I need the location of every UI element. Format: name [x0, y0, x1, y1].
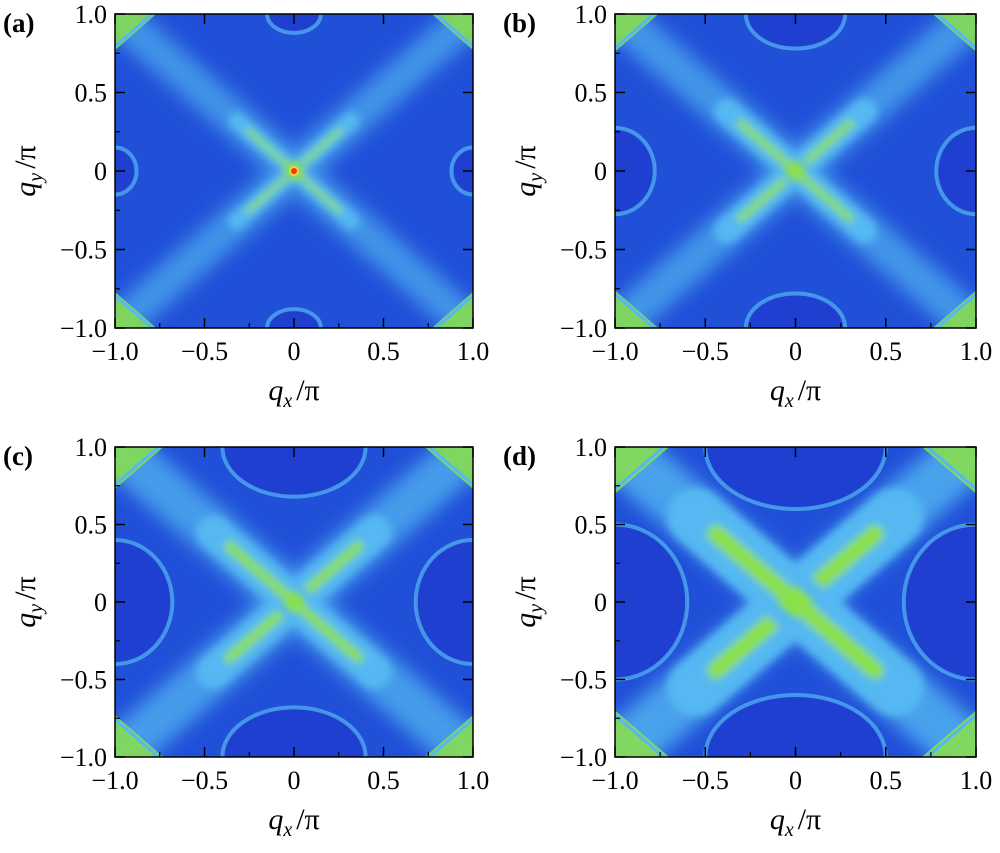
y-tick-label: −0.5 — [60, 236, 107, 265]
panel-label: (b) — [503, 8, 536, 38]
y-tick-label: 0 — [94, 157, 107, 186]
x-axis-title: qx/π — [770, 803, 821, 841]
y-tick-label: 0.5 — [575, 79, 608, 108]
y-tick-label: −0.5 — [560, 236, 607, 265]
heatmap-panel-d: −1.0 1.0 −0.5 0.5 0 0 0.5 −0.5 1.0 −1.0 qx/π qy/π (d… — [503, 433, 992, 841]
y-axis-title: qy/π — [509, 576, 547, 627]
y-tick-label: 0 — [594, 157, 607, 186]
corner-features — [115, 447, 473, 757]
x-tick-label: −1.0 — [91, 766, 138, 795]
axes: −1.0 1.0 −0.5 0.5 0 0 0.5 −0.5 1.0 −1.0 — [60, 0, 489, 366]
y-tick-label: 0 — [94, 588, 107, 617]
y-tick-label: −0.5 — [560, 666, 607, 695]
heatmap-image — [115, 14, 473, 328]
heatmap-image — [615, 447, 976, 757]
edge-pockets — [615, 14, 976, 328]
x-tick-label: −0.5 — [682, 337, 729, 366]
axes: −1.0 1.0 −0.5 0.5 0 0 0.5 −0.5 1.0 −1.0 — [560, 433, 992, 795]
y-tick-label: 0.5 — [575, 511, 608, 540]
center-peak — [786, 161, 805, 181]
x-tick-label: 1.0 — [960, 766, 993, 795]
center-peak — [285, 162, 303, 180]
x-tick-label: 0 — [789, 766, 802, 795]
heatmap-panel-b: −1.0 1.0 −0.5 0.5 0 0 0.5 −0.5 1.0 −1.0 qx/π qy/π (b… — [503, 0, 992, 412]
x-tick-label: −0.5 — [181, 766, 228, 795]
x-tick-label: 0 — [288, 766, 301, 795]
y-tick-label: 0 — [594, 588, 607, 617]
panel-label: (a) — [3, 8, 34, 38]
y-tick-label: 1.0 — [575, 433, 608, 462]
x-axis-title: qx/π — [770, 374, 821, 412]
y-axis-title: qy/π — [9, 145, 47, 196]
y-tick-label: −1.0 — [60, 314, 107, 343]
y-tick-label: 1.0 — [575, 0, 608, 29]
x-tick-label: 0.5 — [870, 337, 903, 366]
y-tick-label: 0.5 — [75, 511, 108, 540]
x-axis-title: qx/π — [268, 803, 319, 841]
x-tick-label: −1.0 — [591, 766, 638, 795]
y-tick-label: −1.0 — [60, 743, 107, 772]
corner-features — [115, 14, 473, 328]
axes: −1.0 1.0 −0.5 0.5 0 0 0.5 −0.5 1.0 −1.0 — [560, 0, 992, 366]
x-tick-label: 1.0 — [457, 766, 490, 795]
x-tick-label: 1.0 — [457, 337, 490, 366]
panel-label: (c) — [3, 441, 33, 471]
heatmap-image — [115, 447, 473, 757]
y-axis-title: qy/π — [509, 145, 547, 196]
x-tick-label: 0 — [789, 337, 802, 366]
y-tick-label: 0.5 — [75, 79, 108, 108]
corner-features — [615, 447, 976, 757]
x-tick-label: 1.0 — [960, 337, 993, 366]
y-tick-label: −1.0 — [560, 743, 607, 772]
y-tick-label: 1.0 — [75, 433, 108, 462]
heatmap-panel-c: −1.0 1.0 −0.5 0.5 0 0 0.5 −0.5 1.0 −1.0 qx/π qy/π (c… — [3, 433, 489, 841]
center-peak — [777, 586, 814, 618]
axes: −1.0 1.0 −0.5 0.5 0 0 0.5 −0.5 1.0 −1.0 — [60, 433, 489, 795]
x-tick-label: −0.5 — [181, 337, 228, 366]
corner-features — [615, 14, 976, 328]
x-tick-label: 0 — [288, 337, 301, 366]
heatmap-panel-a: −1.0 1.0 −0.5 0.5 0 0 0.5 −0.5 1.0 −1.0 qx/π qy/π (a… — [3, 0, 489, 412]
x-tick-label: −0.5 — [682, 766, 729, 795]
x-axis-title: qx/π — [268, 374, 319, 412]
x-tick-label: −1.0 — [591, 337, 638, 366]
y-tick-label: −1.0 — [560, 314, 607, 343]
panel-label: (d) — [503, 441, 536, 471]
y-tick-label: −0.5 — [60, 666, 107, 695]
heatmap-image — [615, 14, 976, 328]
y-tick-label: 1.0 — [75, 0, 108, 29]
y-axis-title: qy/π — [9, 576, 47, 627]
edge-pockets — [115, 447, 473, 757]
edge-pockets — [615, 447, 976, 757]
x-tick-label: −1.0 — [91, 337, 138, 366]
x-tick-label: 0.5 — [367, 337, 400, 366]
x-tick-label: 0.5 — [367, 766, 400, 795]
center-peak — [285, 593, 303, 611]
x-tick-label: 0.5 — [870, 766, 903, 795]
